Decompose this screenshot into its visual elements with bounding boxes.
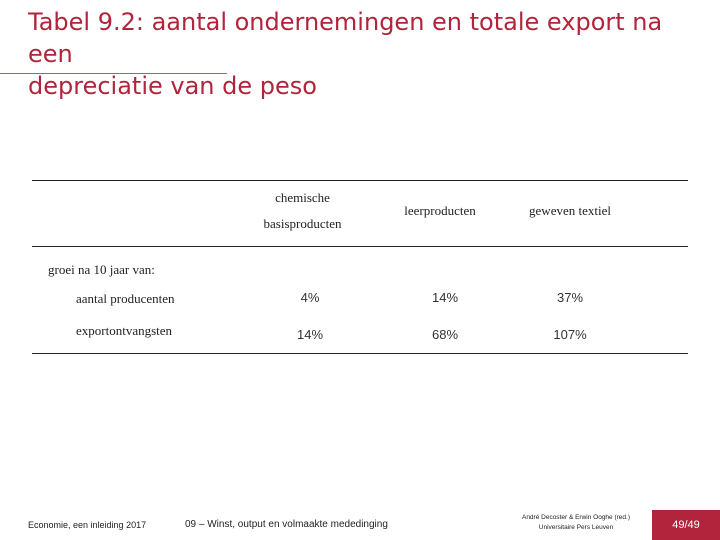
row-label: exportontvangsten <box>76 323 173 338</box>
table-cell: 4% <box>300 290 320 305</box>
title-line-1: Tabel 9.2: aantal ondernemingen en total… <box>28 8 663 68</box>
table-bottom-rule <box>32 353 688 354</box>
table-cell: 68% <box>431 327 459 342</box>
table-cell: 14% <box>296 327 324 342</box>
section-label: groei na 10 jaar van: <box>48 262 155 277</box>
column-header-line: chemische <box>275 190 330 205</box>
table-cell: 107% <box>553 327 587 342</box>
table-cell: 14% <box>431 290 459 305</box>
table-top-rule <box>32 180 688 181</box>
row-label: aantal producenten <box>76 291 175 306</box>
slide-footer: Economie, een inleiding 2017 09 – Winst,… <box>0 510 720 540</box>
column-header-chemische: chemische basisproducten <box>240 190 365 232</box>
column-header-leerproducten: leerproducten <box>404 203 476 218</box>
page-number: 49/49 <box>652 510 720 540</box>
title-line-2: depreciatie van de peso <box>28 72 317 100</box>
table-cell: 37% <box>556 290 584 305</box>
footer-course: Economie, een inleiding 2017 <box>28 520 147 530</box>
footer-chapter: 09 – Winst, output en volmaakte mededing… <box>185 519 388 530</box>
column-header-textiel: geweven textiel <box>529 203 611 218</box>
title-underline <box>0 73 227 74</box>
footer-authors-line: André Decoster & Erwin Ooghe (red.) <box>521 514 631 521</box>
table-header-rule <box>32 246 688 247</box>
footer-publisher-line: Universitaire Pers Leuven <box>538 524 614 531</box>
footer-authors: André Decoster & Erwin Ooghe (red.) Univ… <box>505 513 647 533</box>
slide-title: Tabel 9.2: aantal ondernemingen en total… <box>28 6 708 102</box>
column-header-line: basisproducten <box>263 216 342 231</box>
